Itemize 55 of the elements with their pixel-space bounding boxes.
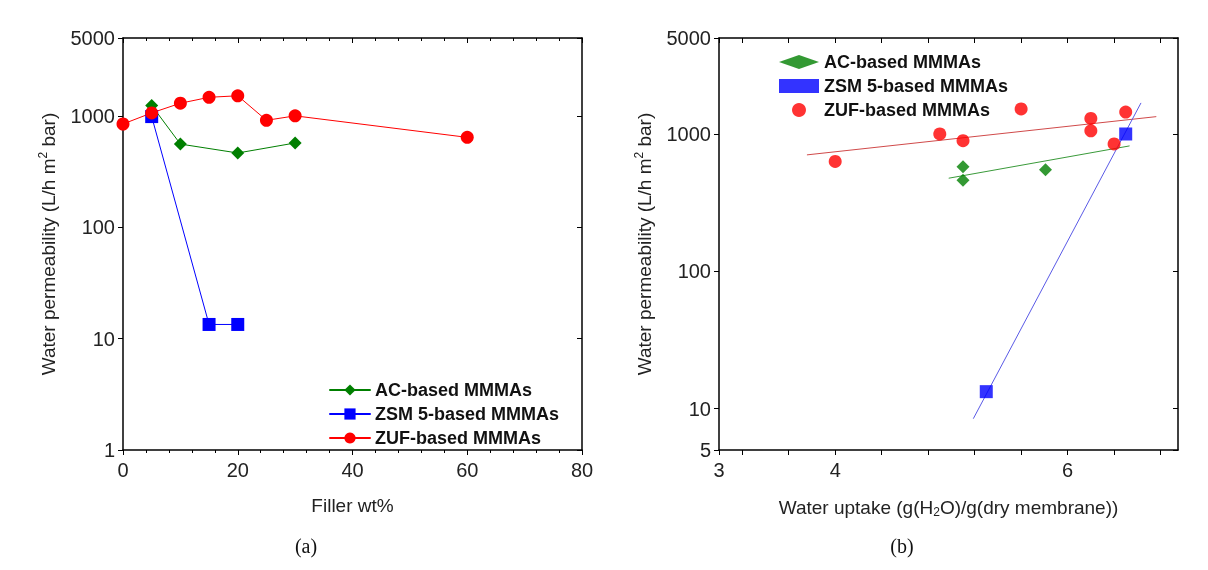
y-tick-label: 10 bbox=[92, 327, 115, 350]
point bbox=[1084, 111, 1098, 125]
y-tick-label: 5000 bbox=[70, 27, 115, 49]
point bbox=[933, 127, 947, 141]
legend-label: ZUF-based MMMAs bbox=[824, 100, 990, 120]
point bbox=[828, 154, 842, 168]
y-tick-label: 1000 bbox=[70, 104, 115, 127]
text: (b) bbox=[890, 535, 914, 558]
point bbox=[231, 317, 245, 331]
point bbox=[460, 130, 474, 144]
point bbox=[173, 137, 187, 151]
y-tick-label: 10 bbox=[688, 397, 711, 420]
point bbox=[1039, 163, 1053, 177]
point bbox=[956, 160, 970, 174]
y-axis-title: Water permeability (L/h m2 bar) bbox=[632, 112, 655, 376]
y-tick-label: 5 bbox=[699, 439, 711, 461]
point bbox=[1119, 127, 1133, 141]
point bbox=[288, 109, 302, 123]
x-tick-label: 60 bbox=[456, 459, 479, 481]
x-tick-label: 40 bbox=[341, 459, 364, 481]
point bbox=[1014, 102, 1028, 116]
point bbox=[1084, 124, 1098, 138]
point bbox=[116, 117, 130, 131]
point bbox=[202, 317, 216, 331]
legend-label: AC-based MMMAs bbox=[824, 52, 982, 72]
x-tick-label: 80 bbox=[570, 459, 594, 481]
x-tick-label: 3 bbox=[713, 459, 725, 481]
point bbox=[173, 96, 187, 110]
point bbox=[956, 173, 970, 187]
point bbox=[259, 113, 273, 127]
y-tick-label: 1 bbox=[103, 439, 115, 461]
point bbox=[979, 385, 993, 399]
legend-label: ZUF-based MMMAs bbox=[374, 428, 541, 448]
legend-label: AC-based MMMAs bbox=[374, 380, 532, 400]
legend-label: ZSM 5-based MMMAs bbox=[824, 76, 1009, 96]
point bbox=[1119, 105, 1133, 119]
point bbox=[202, 90, 216, 104]
y-tick-label: 100 bbox=[81, 216, 115, 239]
y-tick-label: 5000 bbox=[666, 27, 711, 49]
x-tick-label: 20 bbox=[226, 459, 249, 481]
y-tick-label: 100 bbox=[677, 260, 711, 283]
y-axis-title: Water permeability (L/h m2 bar) bbox=[36, 112, 59, 376]
legend-label: ZSM 5-based MMMAs bbox=[374, 404, 560, 424]
point bbox=[231, 89, 245, 103]
point bbox=[288, 136, 302, 150]
text: (a) bbox=[294, 535, 318, 558]
point bbox=[231, 146, 245, 160]
x-axis-title: Filler wt% bbox=[311, 495, 394, 516]
x-tick-label: 6 bbox=[1062, 459, 1074, 481]
x-tick-label: 4 bbox=[829, 459, 841, 481]
y-tick-label: 1000 bbox=[666, 122, 711, 145]
point bbox=[956, 134, 970, 148]
x-tick-label: 0 bbox=[117, 459, 129, 481]
point bbox=[1107, 137, 1121, 151]
point bbox=[145, 106, 159, 120]
